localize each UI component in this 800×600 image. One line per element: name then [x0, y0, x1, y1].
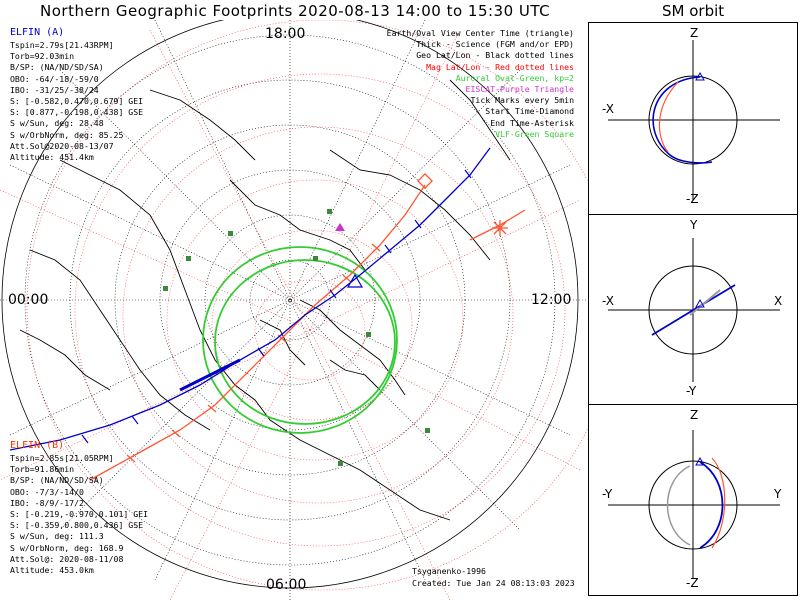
sat-a-line: S: [-0.582,0.470,0.679] GEI: [10, 96, 144, 107]
auroral-oval: [202, 246, 398, 434]
legend-item: End Time-Asterisk: [490, 117, 574, 128]
page-title: Northern Geographic Footprints 2020-08-1…: [40, 2, 551, 20]
sm-orbit-frame: [588, 22, 798, 596]
sat-b-line: S w/Sun, deg: 111.3: [10, 531, 104, 542]
vlf-stations: [163, 209, 430, 466]
mag-grid: [0, 20, 588, 600]
sm3-axis-bottom: -Z: [686, 576, 699, 590]
sat-a-line: Torb=92.03min: [10, 51, 75, 62]
track-sat-b-start-diamond: [417, 173, 433, 189]
sat-a-line: S w/Sun, deg: 28.48: [10, 118, 104, 129]
eiscat-marker: [335, 223, 345, 231]
sat-b-line: Att.Sol@: 2020-08-11/08: [10, 553, 124, 564]
hour-label-bottom: 06:00: [266, 577, 307, 593]
track-sat-b-end-asterisk: [492, 220, 508, 236]
track-sat-a: [9, 147, 491, 451]
sat-b-name: ELFIN (B): [10, 440, 65, 451]
sm-panel-3: [608, 430, 780, 578]
legend: Earth/Oval View Center Time (triangle) T…: [387, 28, 574, 140]
sat-a-name: ELFIN (A): [10, 27, 65, 38]
sm1-axis-left: -X: [602, 102, 614, 116]
legend-item: Tick Marks every 5min: [470, 95, 574, 106]
legend-item: Earth/Oval View Center Time (triangle): [386, 28, 574, 38]
sat-b-line: S w/OrbNorm, deg: 168.9: [10, 542, 124, 553]
sm2-axis-right: X: [774, 294, 783, 308]
sat-a-line: Tspin=2.79s[21.43RPM]: [10, 40, 114, 50]
legend-item: Geo Lat/Lon - Black dotted lines: [416, 50, 574, 61]
sat-b-line: S: [-0.219,-0.970,0.101] GEI: [10, 509, 149, 520]
legend-item: Mag Lat/Lon - Red dotted lines: [426, 61, 574, 72]
legend-item: EISCAT-Purple Triangle: [465, 84, 574, 95]
sat-b-line: IBO: -8/9/-17/2: [10, 497, 84, 508]
sat-a-line: OBO: -64/-18/-59/0: [10, 73, 99, 84]
sm3-axis-top: Z: [690, 408, 699, 422]
sat-b-line: OBO: -7/3/-14/0: [10, 486, 84, 497]
track-sat-a-ticks: [81, 169, 472, 444]
sat-b-line: Tspin=2.85s[21.05RPM]: [10, 453, 114, 463]
track-sat-b: [89, 184, 426, 481]
sm3-axis-right: Y: [774, 487, 782, 501]
sm3-axis-left: -Y: [602, 487, 613, 501]
legend-item: Start Time-Diamond: [485, 106, 574, 117]
sat-b-line: Torb=91.86min: [10, 464, 75, 475]
sat-a-line: Att.Sol@2020-08-13/07: [10, 140, 114, 151]
sm-separator-2: [588, 404, 798, 405]
legend-item: Thick - Science (FGM and/or EPD): [416, 39, 574, 50]
credit-created: Created: Tue Jan 24 08:13:03 2023: [412, 578, 575, 588]
sat-a-line: IBO: -31/25/-38/24: [10, 84, 99, 95]
hour-label-right: 12:00: [531, 292, 572, 308]
sm-panel-2: [608, 238, 780, 382]
sat-a-line: B/SP: (NA/ND/SD/SA): [10, 62, 104, 73]
sat-a-line: Altitude: 451.4km: [10, 152, 94, 163]
hour-label-left: 00:00: [8, 292, 49, 308]
legend-item: Auroral Oval-Green, kp=2: [455, 72, 574, 83]
hour-label-top: 18:00: [265, 26, 306, 42]
sat-b-line: Altitude: 453.0km: [10, 565, 94, 576]
sm-orbit-title: SM orbit: [662, 2, 725, 20]
sat-a-info: Tspin=2.79s[21.43RPM] Torb=92.03min B/SP…: [10, 40, 143, 163]
sm-separator-1: [588, 214, 798, 215]
sat-a-line: S w/OrbNorm, deg: 85.25: [10, 129, 124, 140]
view-center-triangle: [346, 273, 364, 288]
sat-b-info: Tspin=2.85s[21.05RPM] Torb=91.86min B/SP…: [10, 453, 148, 576]
earth-limb: [1, 20, 579, 589]
legend-item: VLF-Green Square: [495, 128, 574, 139]
sm2-axis-bottom: -Y: [686, 384, 697, 398]
sat-b-line: B/SP: (NA/ND/SD/SA): [10, 475, 104, 486]
sm-panel-1: [608, 40, 780, 200]
sm1-axis-top: Z: [690, 26, 699, 40]
credit-author: Tsyganenko-1996: [412, 566, 486, 576]
sm1-axis-bottom: -Z: [686, 192, 699, 206]
sat-b-line: S: [-0.359,0.800,0.436] GSE: [10, 520, 144, 531]
sat-a-line: S: [0.877,-0.198,0.438] GSE: [10, 107, 144, 118]
sm2-axis-top: Y: [690, 218, 698, 232]
sm2-axis-left: -X: [602, 294, 614, 308]
